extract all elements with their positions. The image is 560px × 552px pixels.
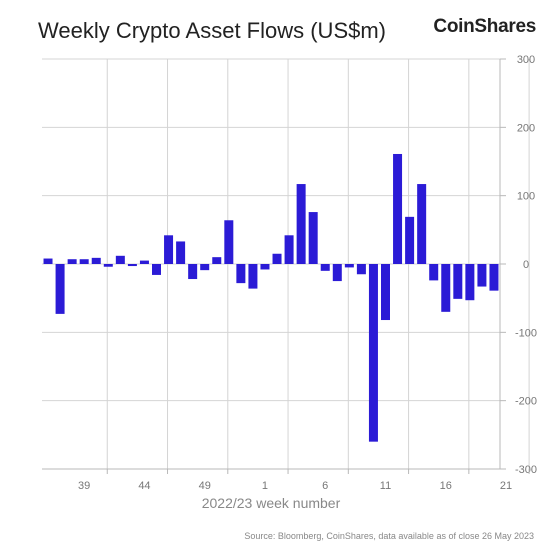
x-tick-label: 49 [199,480,211,492]
bar-week-36 [43,258,53,264]
bar-week-37 [55,264,65,314]
x-tick-label: 1 [262,480,268,492]
x-tick-label: 39 [78,480,90,492]
x-tick-label: 6 [322,480,328,492]
bar-week-50 [212,257,222,264]
y-tick-label: 200 [517,122,535,134]
x-tick-label: 16 [440,480,452,492]
y-tick-label: -300 [515,464,537,476]
bar-week-19 [465,264,475,301]
bar-week-4 [284,235,294,264]
bar-week-13 [393,153,403,264]
bar-week-45 [152,264,161,275]
bar-week-42 [115,255,125,264]
bar-week-3 [272,253,282,264]
chart-title: Weekly Crypto Asset Flows (US$m) [38,18,387,43]
bar-week-52 [236,264,246,284]
x-axis-label: 2022/23 week number [202,495,341,511]
bar-week-51 [224,220,234,264]
bar-week-38 [67,259,77,264]
coinshares-logo: CoinShares [433,16,536,37]
bar-week-15 [417,184,427,264]
bar-week-2 [260,264,270,270]
bar-week-7 [320,264,330,271]
y-tick-label: 100 [517,191,535,203]
bar-week-44 [139,260,149,264]
y-tick-label: 0 [523,259,529,271]
bar-week-20 [477,264,487,287]
bar-week-10 [356,264,366,275]
x-tick-label: 21 [500,480,512,492]
y-tick-label: -200 [515,396,537,408]
bar-week-46 [164,235,174,264]
bar-week-1 [248,264,258,289]
bar-week-14 [405,216,415,264]
bar-week-12 [381,264,390,321]
bar-week-40 [91,257,101,264]
bar-week-21 [489,264,499,291]
bar-week-17 [441,264,451,312]
bar-week-9 [344,264,354,268]
bar-week-47 [176,241,186,264]
bar-week-5 [296,184,306,264]
bar-week-41 [103,264,113,267]
bars [43,153,499,442]
bar-week-8 [332,264,342,282]
bar-week-6 [308,212,318,264]
bar-week-39 [79,259,89,264]
bar-week-49 [200,264,210,271]
y-tick-label: 300 [517,54,535,66]
bar-week-11 [368,264,378,442]
bar-week-48 [188,264,198,280]
bar-week-18 [453,264,463,299]
y-tick-label: -100 [515,327,537,339]
x-tick-label: 44 [138,480,150,492]
x-tick-label: 11 [380,480,391,492]
bar-week-43 [127,264,137,267]
source-note: Source: Bloomberg, CoinShares, data avai… [244,531,534,541]
bar-week-16 [429,264,439,281]
